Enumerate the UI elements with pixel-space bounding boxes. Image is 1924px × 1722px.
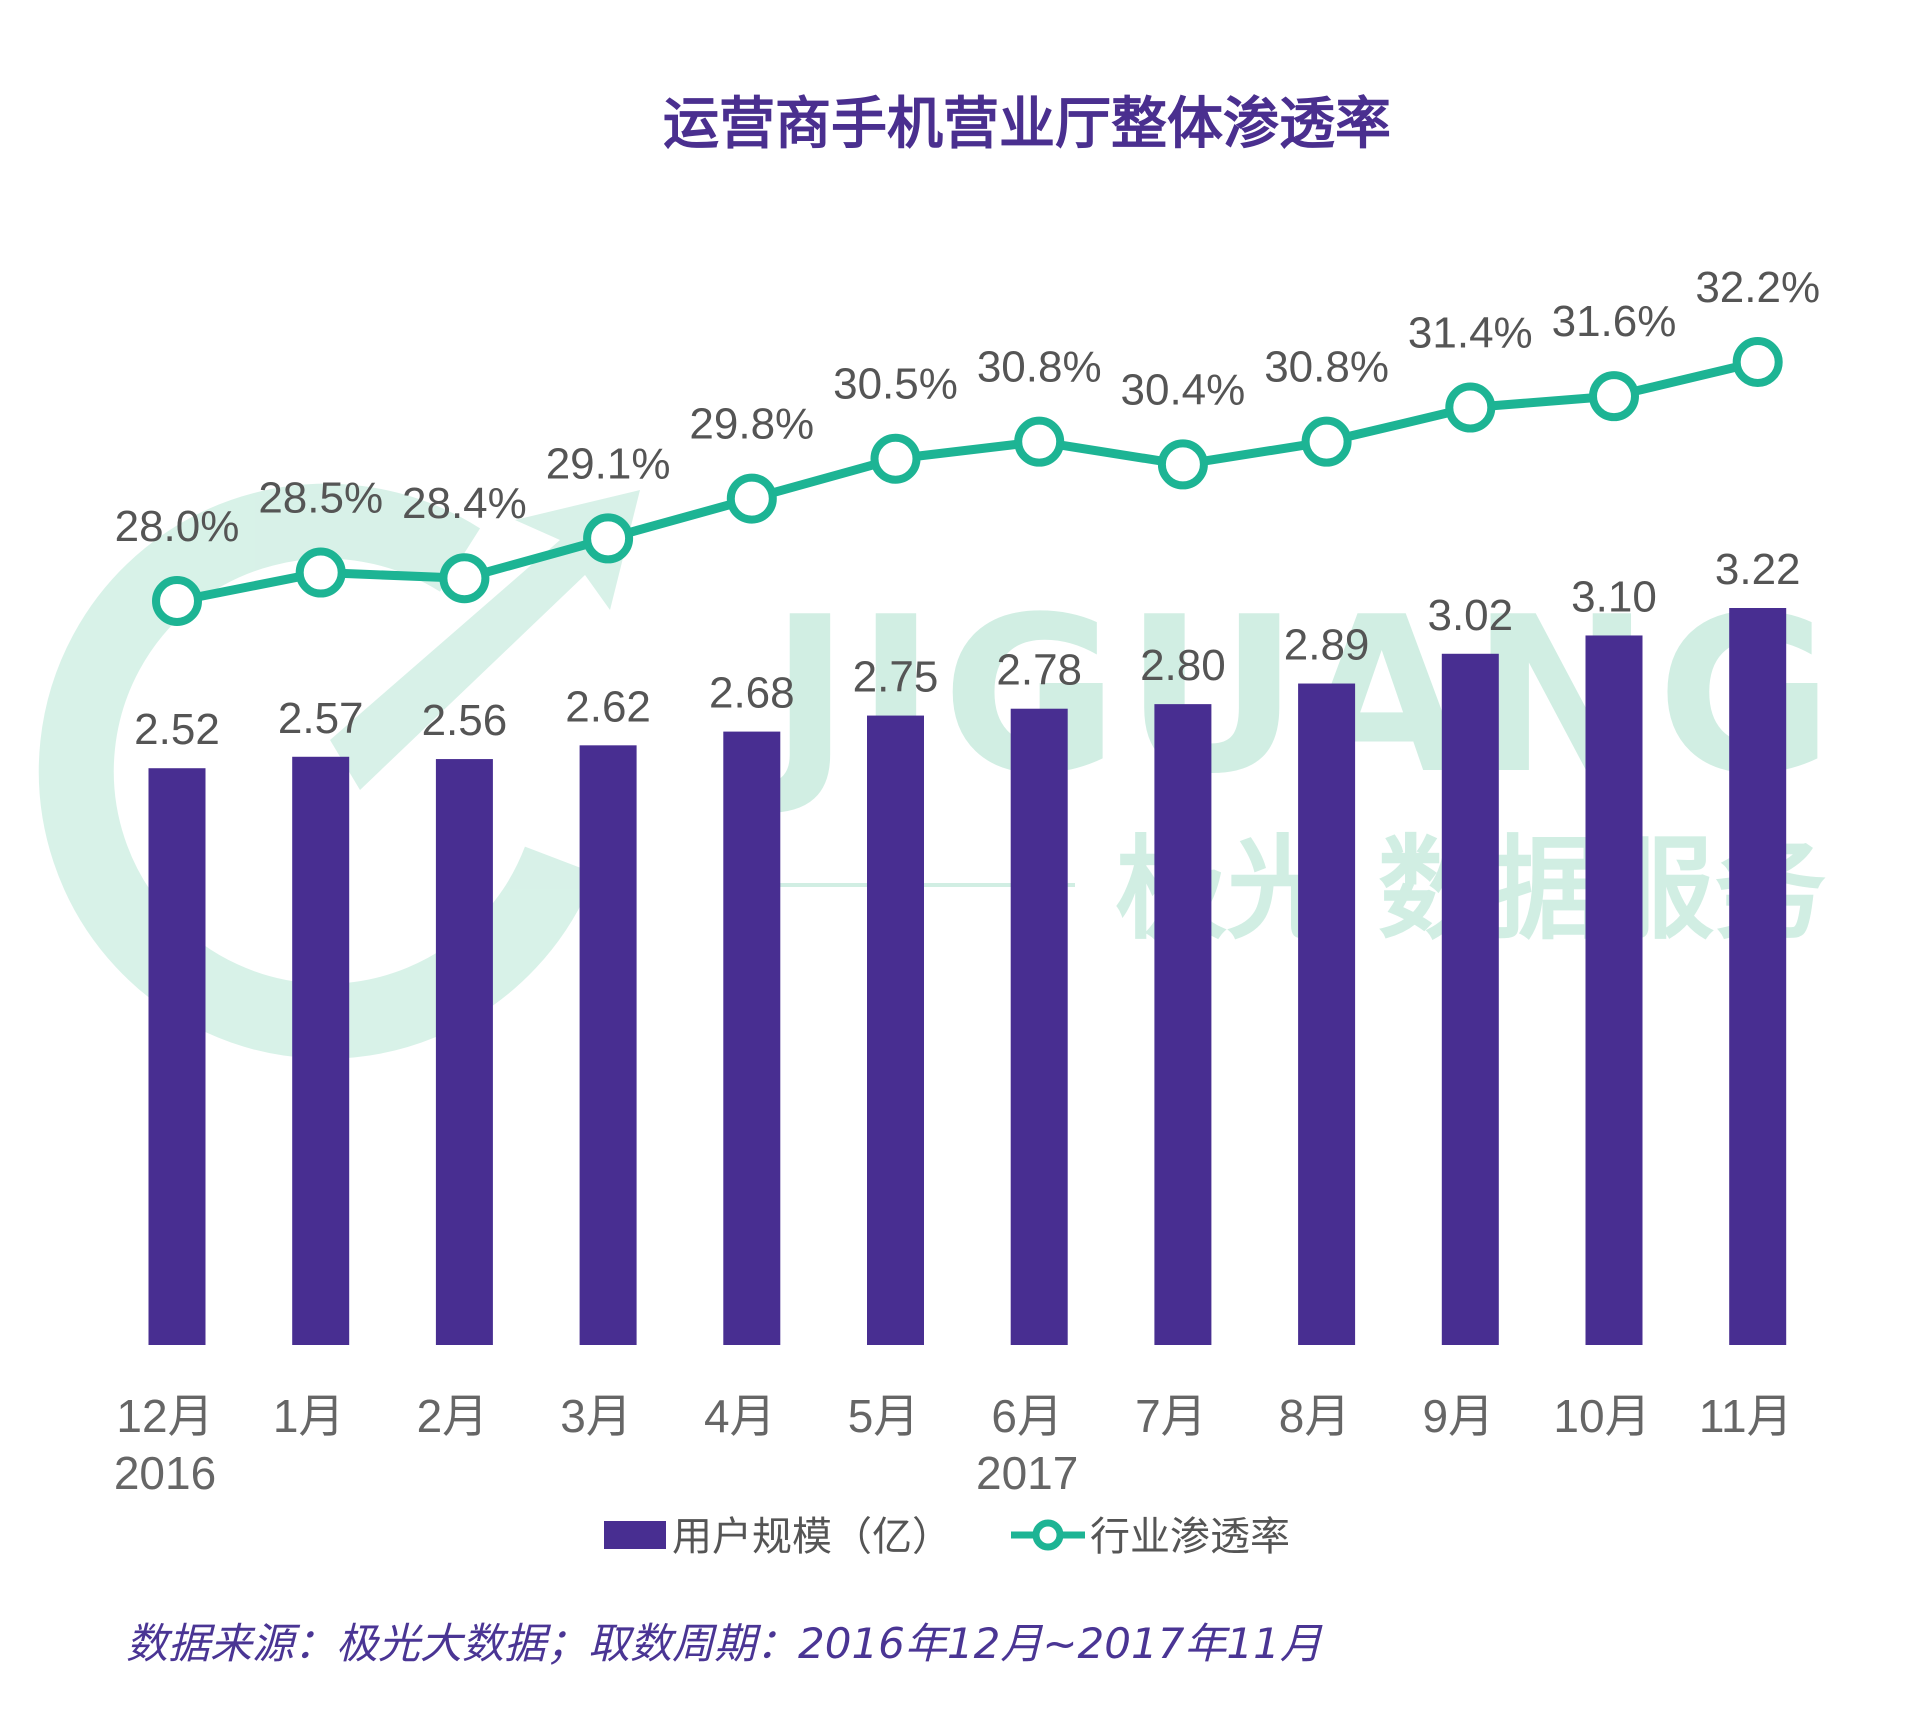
x-tick-label: 11月 xyxy=(1699,1390,1793,1442)
line-point xyxy=(726,473,777,524)
legend-line-label: 行业渗透率 xyxy=(1090,1514,1290,1560)
line-point xyxy=(439,553,490,604)
bar-value-label: 2.68 xyxy=(709,669,795,718)
line-value-label: 30.4% xyxy=(1121,365,1246,414)
line-point xyxy=(152,576,202,626)
chart-title: 运营商手机营业厅整体渗透率 xyxy=(663,92,1391,157)
line-point xyxy=(870,433,921,484)
line-point xyxy=(1732,337,1783,387)
bar-value-label: 2.75 xyxy=(853,653,939,702)
line-value-label: 31.6% xyxy=(1552,297,1677,346)
bar xyxy=(867,715,924,1345)
bar xyxy=(292,756,350,1345)
source-note: 数据来源：极光大数据；取数周期：2016年12月~2017年11月 xyxy=(126,1619,1323,1668)
line-value-label: 28.4% xyxy=(402,479,527,528)
bar xyxy=(1010,708,1068,1345)
x-tick-label: 3月 xyxy=(560,1390,632,1442)
bar-value-label: 2.78 xyxy=(996,646,1082,695)
line-value-label: 30.5% xyxy=(833,360,958,409)
x-tick-label: 8月 xyxy=(1279,1390,1351,1442)
x-tick-label: 7月 xyxy=(1135,1390,1207,1442)
line-point xyxy=(295,547,346,598)
line-value-label: 30.8% xyxy=(1264,343,1389,392)
line-point xyxy=(1301,416,1352,467)
line-value-label: 31.4% xyxy=(1408,309,1533,358)
legend-line-marker xyxy=(1032,1519,1064,1551)
x-tick-label: 6月 xyxy=(991,1390,1063,1442)
x-axis-tick-labels: 12月 1月 2月 3月 4月 5月 6月 7月 8月 9月 10月 11月 xyxy=(116,1390,1792,1442)
x-year-label: 2017 xyxy=(976,1447,1078,1499)
legend: 用户规模（亿） 行业渗透率 xyxy=(604,1514,1290,1560)
x-tick-label: 4月 xyxy=(704,1390,776,1442)
bar xyxy=(1585,635,1643,1345)
watermark-logo-icon xyxy=(38,483,640,1059)
bar xyxy=(1729,608,1787,1345)
line-value-label: 28.0% xyxy=(115,502,240,551)
bar-value-label: 3.10 xyxy=(1571,572,1657,621)
line-point xyxy=(1014,416,1065,467)
bar xyxy=(435,759,493,1345)
x-tick-label: 10月 xyxy=(1553,1390,1650,1442)
bar-value-label: 2.56 xyxy=(422,696,508,745)
bar-value-label: 2.57 xyxy=(278,694,364,743)
bar xyxy=(723,731,781,1345)
line-value-label: 29.1% xyxy=(546,439,671,488)
x-year-label: 2016 xyxy=(114,1447,216,1499)
x-tick-label: 2月 xyxy=(417,1390,489,1442)
x-tick-label: 12月 xyxy=(116,1390,213,1442)
line-value-label: 28.5% xyxy=(258,474,383,523)
line-value-label: 29.8% xyxy=(689,400,814,449)
line-value-label: 32.2% xyxy=(1695,263,1820,312)
bar xyxy=(579,745,637,1345)
line-point xyxy=(1589,371,1639,422)
watermark-brand: JIGUANG xyxy=(757,570,1839,821)
bar-series xyxy=(148,608,1787,1345)
bar-value-label: 2.89 xyxy=(1284,621,1370,670)
line-point xyxy=(583,513,634,564)
legend-bar-label: 用户规模（亿） xyxy=(672,1514,952,1560)
watermark: JIGUANG 极光 数据服务 xyxy=(38,483,1839,1059)
x-tick-label: 9月 xyxy=(1423,1390,1495,1442)
legend-bar-swatch xyxy=(604,1521,666,1549)
bar xyxy=(1298,683,1356,1345)
x-tick-label: 1月 xyxy=(273,1390,345,1442)
line-value-labels: 28.0% 28.5% 28.4% 29.1% 29.8% 30.5% 30.8% 30.4%… xyxy=(115,263,1820,551)
bar-value-label: 3.22 xyxy=(1715,545,1801,594)
bar-value-labels: 2.52 2.57 2.56 2.62 2.68 2.75 2.78 2.80 2.89 3.02… xyxy=(134,545,1800,754)
bar-value-label: 2.52 xyxy=(134,705,220,754)
bar-value-label: 2.62 xyxy=(565,682,651,731)
x-tick-label: 5月 xyxy=(848,1390,920,1442)
line-value-label: 30.8% xyxy=(977,343,1102,392)
line-series xyxy=(152,337,1783,626)
bar xyxy=(1441,653,1499,1345)
line-point xyxy=(1157,439,1208,490)
line-point xyxy=(1445,382,1496,433)
bar xyxy=(148,768,206,1345)
bar-value-label: 2.80 xyxy=(1140,641,1226,690)
bar-value-label: 3.02 xyxy=(1427,591,1513,640)
x-axis-year-labels: 2016 2017 xyxy=(114,1447,1079,1499)
bar xyxy=(1154,704,1212,1345)
